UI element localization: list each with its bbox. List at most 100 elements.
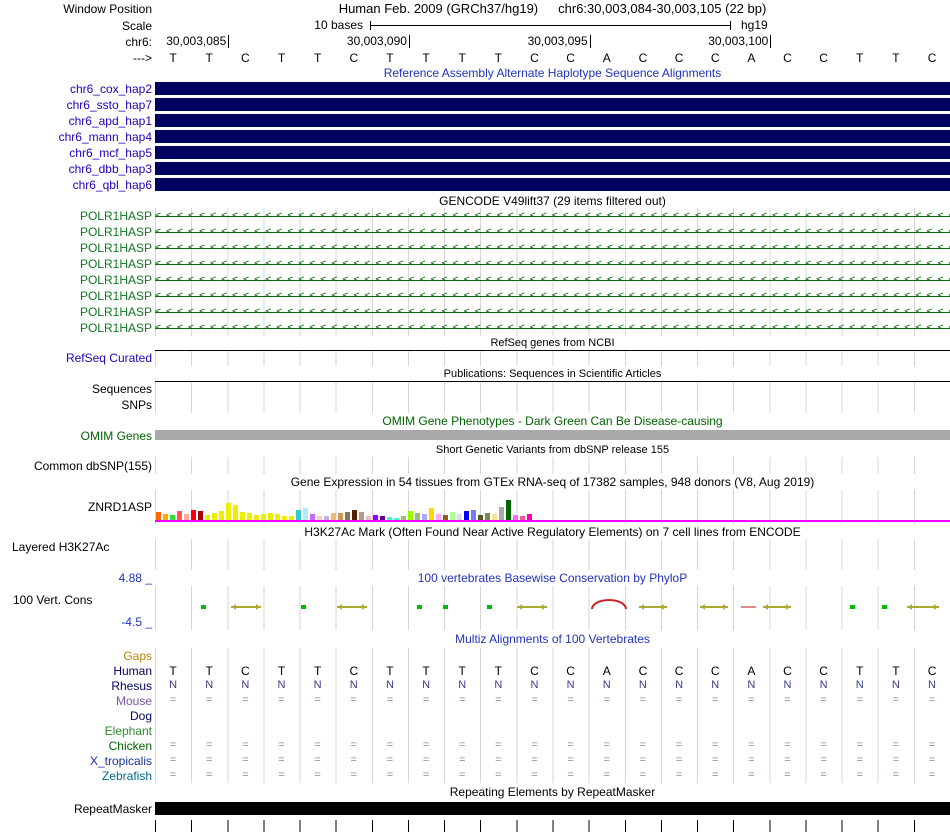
alignment-track-gaps[interactable]: [155, 648, 950, 663]
transcript-track[interactable]: <<<<<<<<<<<<<<<<<<<<<<<<<<<<<<<<<<<<<<<<…: [155, 208, 950, 224]
transcript-line[interactable]: <<<<<<<<<<<<<<<<<<<<<<<<<<<<<<<<<<<<<<<<…: [155, 288, 950, 304]
track-label-sequences[interactable]: Sequences: [91, 382, 152, 396]
repeatmasker-track[interactable]: [155, 800, 950, 817]
alignment-bar[interactable]: [155, 82, 950, 95]
gtex-tissue-bar[interactable]: [359, 512, 364, 520]
gtex-tissue-bar[interactable]: [422, 514, 427, 520]
gtex-tissue-bar[interactable]: [457, 514, 462, 520]
dbsnp-track[interactable]: [155, 457, 950, 474]
gene-label[interactable]: POLR1HASP: [79, 273, 152, 287]
species-label-zebrafish[interactable]: Zebrafish: [101, 768, 152, 783]
track-label-repeatmasker[interactable]: RepeatMasker: [73, 801, 152, 816]
gtex-tissue-bar[interactable]: [429, 508, 434, 520]
haplotype-alignment-track[interactable]: [155, 81, 950, 97]
gtex-tissue-bar[interactable]: [212, 513, 217, 520]
species-label-chicken[interactable]: Chicken: [108, 738, 152, 753]
track-label-layered-h3k27ac[interactable]: Layered H3K27Ac: [12, 540, 110, 554]
gtex-tissue-bar[interactable]: [499, 507, 504, 520]
transcript-track[interactable]: <<<<<<<<<<<<<<<<<<<<<<<<<<<<<<<<<<<<<<<<…: [155, 272, 950, 288]
conservation-track[interactable]: 100 vertebrates Basewise Conservation by…: [155, 570, 950, 630]
haplotype-alignment-track[interactable]: [155, 129, 950, 145]
species-label-dog[interactable]: Dog: [129, 708, 152, 723]
gene-label[interactable]: POLR1HASP: [79, 209, 152, 223]
gtex-tissue-bar[interactable]: [163, 514, 168, 520]
gtex-tissue-bar[interactable]: [205, 515, 210, 520]
transcript-line[interactable]: <<<<<<<<<<<<<<<<<<<<<<<<<<<<<<<<<<<<<<<<…: [155, 304, 950, 320]
alignment-bar[interactable]: [155, 178, 950, 191]
gtex-tissue-bar[interactable]: [478, 515, 483, 520]
gtex-tissue-bar[interactable]: [394, 518, 399, 520]
alignment-track-chicken[interactable]: = = = = = = = = = = = = = = = = = = = = = =: [155, 738, 950, 753]
gtex-tissue-bar[interactable]: [247, 513, 252, 520]
gtex-tissue-bar[interactable]: [338, 513, 343, 520]
track-label-chr6_cox_hap2[interactable]: chr6_cox_hap2: [69, 82, 152, 96]
alignment-track-x_tropicalis[interactable]: = = = = = = = = = = = = = = = = = = = = = =: [155, 753, 950, 768]
gtex-tissue-bar[interactable]: [331, 513, 336, 520]
transcript-track[interactable]: <<<<<<<<<<<<<<<<<<<<<<<<<<<<<<<<<<<<<<<<…: [155, 224, 950, 240]
gtex-tissue-bar[interactable]: [268, 513, 273, 520]
gtex-tissue-bar[interactable]: [380, 516, 385, 520]
gtex-tissue-bar[interactable]: [450, 512, 455, 520]
gtex-tissue-bar[interactable]: [198, 511, 203, 520]
gene-label[interactable]: POLR1HASP: [79, 289, 152, 303]
species-label-human[interactable]: Human: [113, 663, 152, 678]
gtex-tissue-bar[interactable]: [282, 516, 287, 520]
omim-track[interactable]: [155, 428, 950, 443]
gtex-tissue-bar[interactable]: [156, 512, 161, 520]
gtex-tissue-bar[interactable]: [261, 514, 266, 520]
transcript-line[interactable]: <<<<<<<<<<<<<<<<<<<<<<<<<<<<<<<<<<<<<<<<…: [155, 208, 950, 224]
species-label-elephant[interactable]: Elephant: [104, 723, 152, 738]
gene-label[interactable]: POLR1HASP: [79, 241, 152, 255]
alignment-track-zebrafish[interactable]: = = = = = = = = = = = = = = = = = = = = = =: [155, 768, 950, 783]
gtex-tissue-bar[interactable]: [275, 514, 280, 520]
gtex-tissue-bar[interactable]: [303, 508, 308, 520]
track-label-chr6_dbb_hap3[interactable]: chr6_dbb_hap3: [68, 162, 152, 176]
gtex-tissue-bar[interactable]: [254, 515, 259, 520]
gtex-tissue-bar[interactable]: [345, 512, 350, 520]
gene-label[interactable]: POLR1HASP: [79, 257, 152, 271]
gtex-tissue-bar[interactable]: [443, 515, 448, 520]
track-label-common-dbsnp[interactable]: Common dbSNP(155): [33, 458, 152, 473]
alignment-bar[interactable]: [155, 114, 950, 127]
gene-label[interactable]: POLR1HASP: [79, 305, 152, 319]
gtex-tissue-bar[interactable]: [317, 516, 322, 520]
gtex-tissue-bar[interactable]: [373, 515, 378, 520]
gtex-tissue-bar[interactable]: [506, 500, 511, 520]
h3k27ac-track[interactable]: [155, 539, 950, 570]
transcript-track[interactable]: <<<<<<<<<<<<<<<<<<<<<<<<<<<<<<<<<<<<<<<<…: [155, 320, 950, 336]
transcript-track[interactable]: <<<<<<<<<<<<<<<<<<<<<<<<<<<<<<<<<<<<<<<<…: [155, 240, 950, 256]
species-label-rhesus[interactable]: Rhesus: [111, 678, 152, 693]
transcript-track[interactable]: <<<<<<<<<<<<<<<<<<<<<<<<<<<<<<<<<<<<<<<<…: [155, 256, 950, 272]
gtex-tissue-bar[interactable]: [352, 510, 357, 520]
gtex-tissue-bar[interactable]: [240, 512, 245, 520]
gtex-tissue-bar[interactable]: [485, 513, 490, 520]
gtex-tissue-bar[interactable]: [177, 511, 182, 520]
species-label-gaps[interactable]: Gaps: [123, 648, 152, 663]
gtex-tissue-bar[interactable]: [191, 510, 196, 520]
haplotype-alignment-track[interactable]: [155, 113, 950, 129]
conservation-labels[interactable]: 4.88 _ 100 Vert. Cons -4.5 _: [0, 570, 155, 630]
track-label-chr6_apd_hap1[interactable]: chr6_apd_hap1: [68, 114, 152, 128]
gtex-tissue-bar[interactable]: [408, 511, 413, 520]
gtex-tissue-bar[interactable]: [289, 516, 294, 520]
alignment-track-mouse[interactable]: = = = = = = = = = = = = = = = = = = = = = =: [155, 693, 950, 708]
alignment-bar[interactable]: [155, 98, 950, 111]
track-label-chr6_mann_hap4[interactable]: chr6_mann_hap4: [58, 130, 152, 144]
gtex-tissue-bar[interactable]: [520, 516, 525, 520]
transcript-line[interactable]: <<<<<<<<<<<<<<<<<<<<<<<<<<<<<<<<<<<<<<<<…: [155, 272, 950, 288]
track-label-snps[interactable]: SNPs: [121, 398, 152, 412]
transcript-line[interactable]: <<<<<<<<<<<<<<<<<<<<<<<<<<<<<<<<<<<<<<<<…: [155, 224, 950, 240]
gtex-tissue-bar[interactable]: [324, 516, 329, 520]
gene-label[interactable]: POLR1HASP: [79, 225, 152, 239]
track-label-100-vert-cons[interactable]: 100 Vert. Cons: [13, 593, 93, 607]
gtex-tissue-bar[interactable]: [184, 514, 189, 520]
haplotype-alignment-track[interactable]: [155, 145, 950, 161]
refseq-track[interactable]: [155, 350, 950, 366]
strand-arrow-label[interactable]: --->: [133, 50, 152, 65]
track-label-chr6_ssto_hap7[interactable]: chr6_ssto_hap7: [66, 98, 152, 112]
transcript-line[interactable]: <<<<<<<<<<<<<<<<<<<<<<<<<<<<<<<<<<<<<<<<…: [155, 320, 950, 336]
conservation-plot[interactable]: [155, 586, 950, 630]
